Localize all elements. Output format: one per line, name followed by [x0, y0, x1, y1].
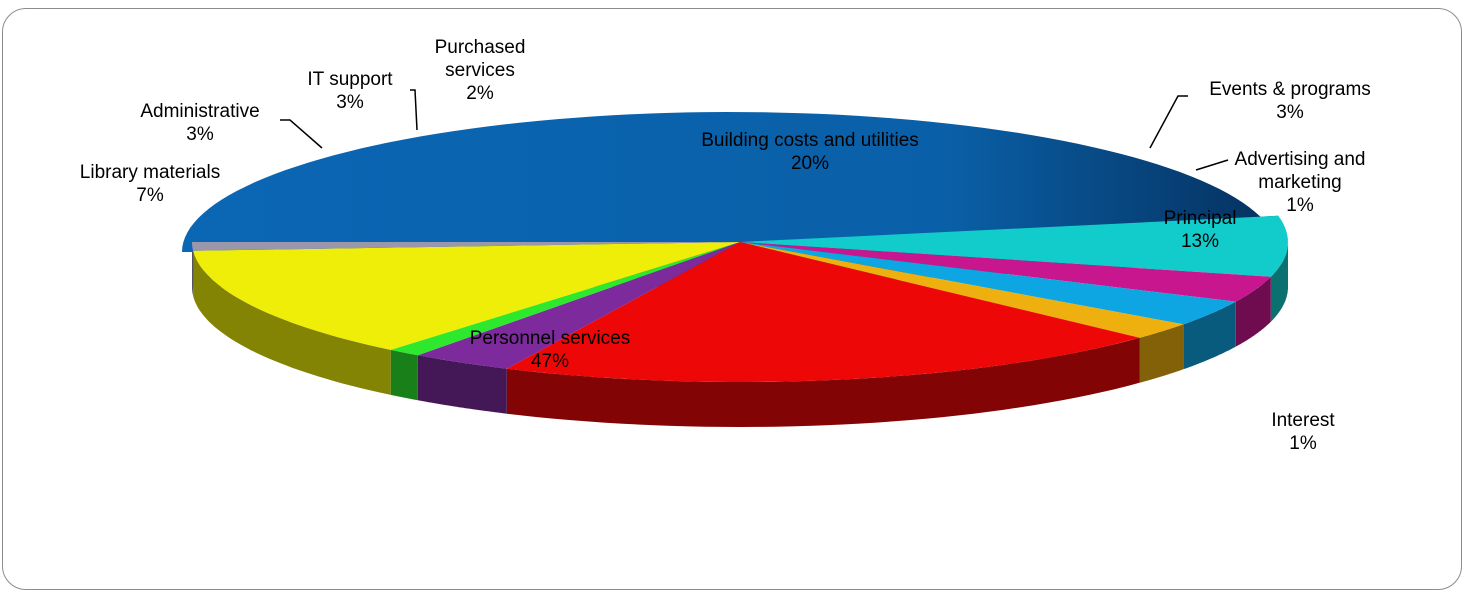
pie-slice-principal: [193, 242, 741, 350]
slice-label-library-materials: Library materials 7%: [80, 162, 220, 206]
slice-label-purchased-services: Purchased services 2%: [435, 37, 526, 104]
pie-slice-side-library-materials: [1270, 242, 1288, 322]
slice-label-advertising-and-marketing: Advertising and marketing 1%: [1235, 149, 1366, 216]
pie-slice-side-interest: [192, 242, 194, 296]
slice-label-building-costs-and-utilities: Building costs and utilities 20%: [701, 130, 919, 174]
pie-slice-side-principal: [193, 250, 391, 395]
leader-line-administrative: [280, 119, 323, 149]
pie-slice-side-building-costs-and-utilities: [506, 337, 1140, 427]
pie-slice-building-costs-and-utilities: [506, 242, 1140, 382]
pie-slice-interest: [192, 242, 740, 251]
slice-label-administrative: Administrative 3%: [140, 101, 259, 145]
pie-slice-events-programs: [417, 242, 740, 369]
pie-slice-advertising-and-marketing: [390, 242, 740, 356]
leader-line-advertising-and-marketing: [1195, 159, 1229, 171]
pie-slice-side-it-support: [1183, 301, 1236, 370]
slice-label-principal: Principal 13%: [1164, 208, 1237, 252]
pie-slice-purchased-services: [740, 242, 1184, 338]
pie-slice-side-advertising-and-marketing: [390, 349, 418, 401]
leader-line-it-support: [410, 89, 418, 131]
pie-slice-side-administrative: [1235, 276, 1271, 347]
pie-slice-side-purchased-services: [1139, 324, 1184, 383]
slice-label-it-support: IT support 3%: [307, 69, 393, 113]
slice-label-interest: Interest 1%: [1271, 410, 1335, 454]
slice-label-events-programs: Events & programs 3%: [1209, 79, 1371, 123]
slice-label-personnel-services: Personnel services 47%: [470, 328, 631, 372]
pie-slice-administrative: [740, 242, 1271, 302]
pie-slice-library-materials: [740, 215, 1288, 277]
leader-line-events-programs: [1149, 95, 1188, 149]
pie-slice-personnel-services: [182, 112, 1269, 252]
pie-slice-side-events-programs: [417, 355, 507, 414]
pie-slice-it-support: [740, 242, 1236, 325]
